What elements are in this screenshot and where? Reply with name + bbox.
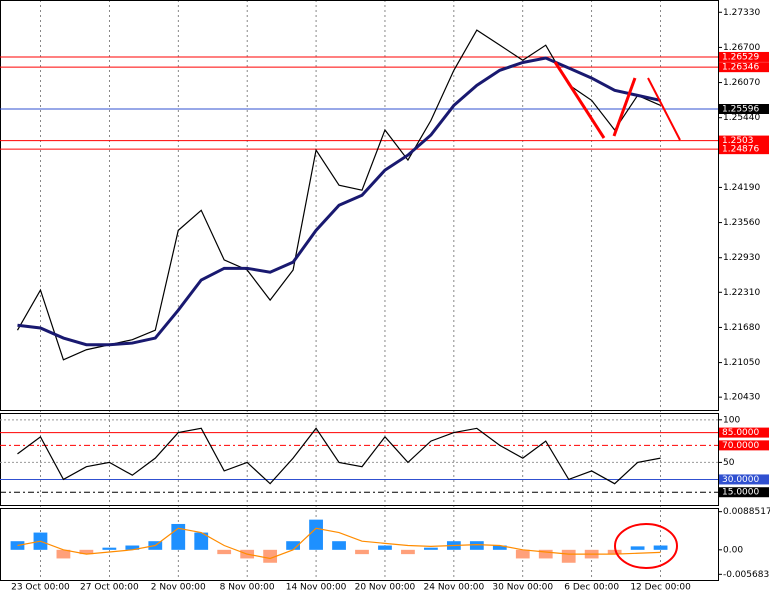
highlight-circle bbox=[614, 523, 678, 569]
level-label: 85.0000 bbox=[722, 428, 759, 438]
histogram-bar bbox=[309, 519, 323, 550]
histogram-bar bbox=[378, 545, 392, 550]
level-label: 15.0000 bbox=[722, 488, 759, 498]
y-tick-label: 1.26700 bbox=[723, 43, 760, 53]
y-tick-label: 1.26070 bbox=[723, 78, 760, 88]
histogram-bar bbox=[332, 541, 346, 550]
y-tick-label: 1.23560 bbox=[723, 218, 760, 228]
histogram-bar bbox=[492, 545, 507, 550]
y-tick-label: 1.27330 bbox=[723, 8, 760, 18]
level-label-bg bbox=[719, 62, 769, 73]
level-label: 70.0000 bbox=[722, 441, 759, 451]
level-label-bg bbox=[719, 144, 769, 155]
histogram-bar bbox=[102, 547, 117, 550]
y-tick-label: 50 bbox=[723, 458, 735, 468]
y-tick-label: 1.25440 bbox=[723, 113, 760, 123]
histogram-bar bbox=[263, 549, 278, 563]
level-label: 1.2503 bbox=[722, 136, 754, 146]
level-label-bg bbox=[719, 487, 769, 498]
x-tick-label: 6 Dec 00:00 bbox=[564, 583, 619, 593]
y-tick-label: 1.20430 bbox=[723, 393, 760, 403]
arrow bbox=[647, 77, 681, 141]
level-label-bg bbox=[719, 474, 769, 485]
histogram-bar bbox=[286, 541, 300, 550]
histogram-bar bbox=[10, 541, 25, 550]
x-tick-label: 30 Nov 00:00 bbox=[492, 583, 553, 593]
histogram-bar bbox=[469, 541, 484, 550]
level-label: 1.25596 bbox=[722, 104, 759, 114]
histogram-bar bbox=[194, 532, 209, 550]
x-tick-label: 24 Nov 00:00 bbox=[424, 583, 485, 593]
level-label: 1.24876 bbox=[722, 145, 759, 155]
annotations bbox=[553, 61, 681, 569]
histogram-bar bbox=[561, 549, 576, 563]
level-label-bg bbox=[719, 440, 769, 451]
arrow bbox=[612, 77, 637, 137]
histogram-bar bbox=[424, 547, 438, 550]
y-tick-label: 100 bbox=[723, 415, 740, 425]
histogram-bar bbox=[607, 549, 622, 555]
y-tick-label: 1.22930 bbox=[723, 253, 760, 263]
histogram-bar bbox=[79, 549, 94, 555]
level-label: 1.26529 bbox=[722, 52, 759, 62]
level-label: 30.0000 bbox=[722, 475, 759, 485]
level-label-bg bbox=[719, 135, 769, 146]
arrow bbox=[553, 61, 606, 139]
histogram-bar bbox=[538, 549, 553, 559]
level-label-bg bbox=[719, 51, 769, 62]
y-tick-label: -0.005683 bbox=[723, 570, 769, 580]
series-line bbox=[16, 29, 661, 361]
histogram-bar bbox=[630, 546, 645, 550]
level-label-bg bbox=[719, 427, 769, 438]
level-label: 1.26346 bbox=[722, 63, 759, 73]
histogram-bar bbox=[515, 549, 530, 559]
x-tick-label: 8 Nov 00:00 bbox=[220, 583, 275, 593]
y-tick-label: 1.24190 bbox=[723, 183, 760, 193]
x-tick-label: 14 Nov 00:00 bbox=[286, 583, 347, 593]
series-line bbox=[17, 56, 661, 347]
series-line bbox=[17, 427, 661, 485]
x-tick-label: 12 Dec 00:00 bbox=[630, 583, 691, 593]
x-tick-label: 2 Nov 00:00 bbox=[151, 583, 206, 593]
panel-frame bbox=[0, 508, 719, 581]
histogram-bar bbox=[355, 549, 369, 555]
panel-frame bbox=[0, 413, 719, 506]
y-tick-label: 0.00 bbox=[723, 545, 743, 555]
panel-frame bbox=[0, 0, 719, 411]
histogram-bar bbox=[125, 545, 140, 550]
y-tick-label: 1.21680 bbox=[723, 323, 760, 333]
series-line bbox=[17, 527, 661, 560]
y-tick-label: 1.22310 bbox=[723, 288, 760, 298]
y-tick-label: 0.0088517 bbox=[723, 507, 770, 517]
histogram-bar bbox=[217, 549, 232, 555]
histogram-bar bbox=[653, 545, 668, 550]
x-tick-label: 23 Oct 00:00 bbox=[11, 583, 70, 593]
level-label-bg bbox=[719, 103, 769, 114]
x-tick-label: 27 Oct 00:00 bbox=[80, 583, 139, 593]
x-tick-label: 20 Nov 00:00 bbox=[355, 583, 416, 593]
y-tick-label: 1.21050 bbox=[723, 358, 760, 368]
histogram-bar bbox=[56, 549, 71, 559]
histogram-bar bbox=[401, 549, 415, 555]
